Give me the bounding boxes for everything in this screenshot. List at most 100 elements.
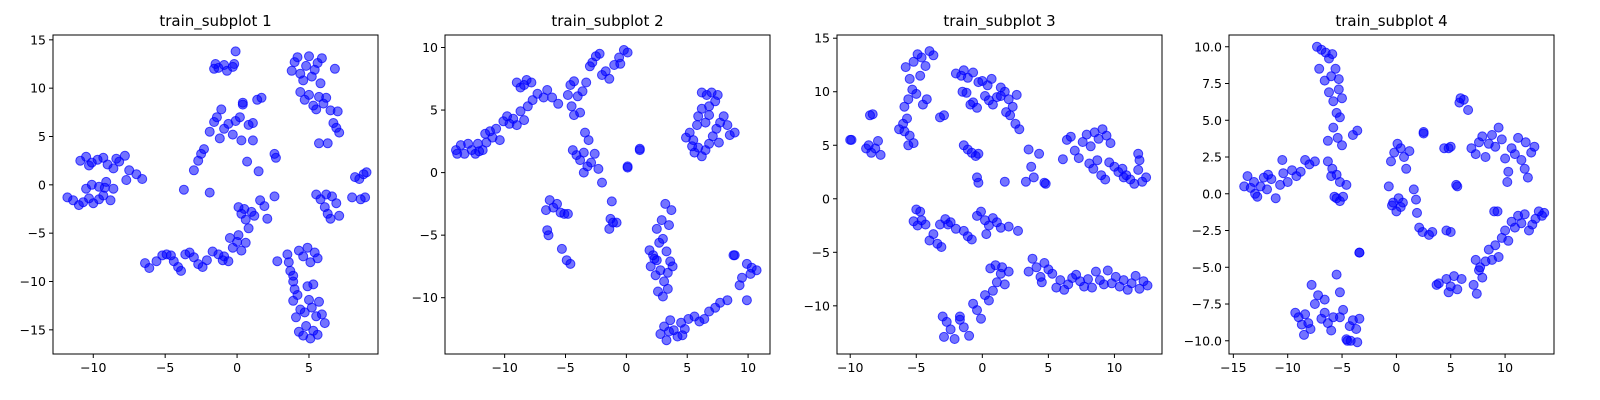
data-point <box>229 59 240 69</box>
data-point <box>902 113 912 124</box>
data-point <box>1011 89 1022 100</box>
data-point <box>939 331 949 342</box>
y-tick-label: 5 <box>822 138 830 153</box>
data-point <box>1331 193 1342 204</box>
x-tick-label: 0 <box>233 360 241 375</box>
data-point <box>583 135 594 146</box>
data-point <box>1242 171 1253 182</box>
data-point <box>597 177 607 188</box>
x-tick-label: 10 <box>1497 360 1513 375</box>
data-point <box>312 253 323 264</box>
data-point <box>1102 265 1113 276</box>
data-point <box>651 223 662 234</box>
data-point <box>306 302 317 313</box>
data-point <box>972 305 982 316</box>
data-point <box>1324 87 1334 98</box>
data-point <box>1300 309 1311 320</box>
subplot-title: train_subplot 2 <box>551 12 663 31</box>
data-point <box>269 191 280 202</box>
data-point <box>634 143 645 154</box>
data-point <box>304 89 314 100</box>
data-point <box>949 334 960 344</box>
data-point <box>667 261 678 272</box>
data-point <box>939 110 949 121</box>
data-point <box>915 206 926 217</box>
x-tick-label: −5 <box>556 360 574 375</box>
data-point <box>1327 49 1338 60</box>
data-point <box>259 201 270 212</box>
data-point <box>964 330 975 341</box>
data-point <box>519 115 530 126</box>
y-tick-label: 10 <box>30 81 46 96</box>
data-point <box>1003 266 1014 277</box>
y-tick-label: 0 <box>822 191 830 206</box>
data-point <box>900 62 911 73</box>
data-point <box>288 270 299 281</box>
data-point <box>334 210 345 221</box>
data-point <box>1314 63 1325 74</box>
data-point <box>1354 247 1365 258</box>
data-point <box>315 78 326 89</box>
data-point <box>589 148 600 159</box>
data-point <box>1412 207 1422 218</box>
data-point <box>661 335 672 346</box>
data-point <box>751 265 762 276</box>
data-point <box>999 279 1010 290</box>
data-point <box>1529 141 1540 152</box>
data-point <box>291 312 301 323</box>
data-point <box>581 77 592 88</box>
data-point <box>657 291 668 302</box>
data-point <box>1480 152 1491 162</box>
x-tick-label: 0 <box>1392 360 1400 375</box>
data-point <box>1341 179 1352 190</box>
y-tick-label: 10 <box>814 84 830 99</box>
x-tick-label: −5 <box>156 360 174 375</box>
data-point <box>704 101 715 112</box>
data-point <box>704 110 715 121</box>
data-point <box>491 123 502 134</box>
y-tick-label: −2.5 <box>1192 223 1222 238</box>
data-point <box>1454 97 1465 108</box>
data-point <box>578 147 589 158</box>
y-tick-label: 0.0 <box>1202 186 1222 201</box>
data-point <box>214 133 225 144</box>
data-point <box>322 138 333 149</box>
subplot-2: −10 −5 0 5 10 −10 −5 0 5 10 train_subplot 2 <box>412 12 771 375</box>
subplot-title: train_subplot 1 <box>159 12 271 31</box>
data-point <box>1026 161 1037 172</box>
data-point <box>347 192 358 203</box>
data-point <box>243 223 254 234</box>
scatter-points <box>451 45 762 346</box>
data-point <box>1522 172 1533 183</box>
data-point <box>957 86 968 97</box>
x-tick-label: −15 <box>1220 360 1246 375</box>
data-point <box>604 223 615 234</box>
data-point <box>272 256 283 267</box>
data-point <box>1509 149 1520 160</box>
data-point <box>1326 171 1337 182</box>
data-point <box>983 295 994 306</box>
y-tick-label: 0 <box>38 177 46 192</box>
data-point <box>1034 148 1045 159</box>
axes-frame <box>836 34 1163 355</box>
data-point <box>687 141 698 152</box>
data-point <box>1073 153 1084 164</box>
data-point <box>542 85 553 95</box>
data-point <box>722 120 733 131</box>
x-tick-label: −10 <box>1275 360 1301 375</box>
data-point <box>1023 266 1034 277</box>
x-tick-label: 5 <box>683 360 691 375</box>
data-point <box>973 148 984 159</box>
x-tick-label: −5 <box>907 360 925 375</box>
data-point <box>954 311 965 322</box>
data-point <box>1408 184 1419 195</box>
data-point <box>1351 324 1362 334</box>
data-point <box>1397 197 1408 208</box>
y-tick-label: −5 <box>28 226 46 241</box>
data-point <box>1404 146 1415 157</box>
data-point <box>1500 225 1511 236</box>
data-point <box>308 279 319 290</box>
data-point <box>1299 329 1309 340</box>
axes-frame <box>52 34 379 355</box>
data-point <box>1262 184 1272 195</box>
